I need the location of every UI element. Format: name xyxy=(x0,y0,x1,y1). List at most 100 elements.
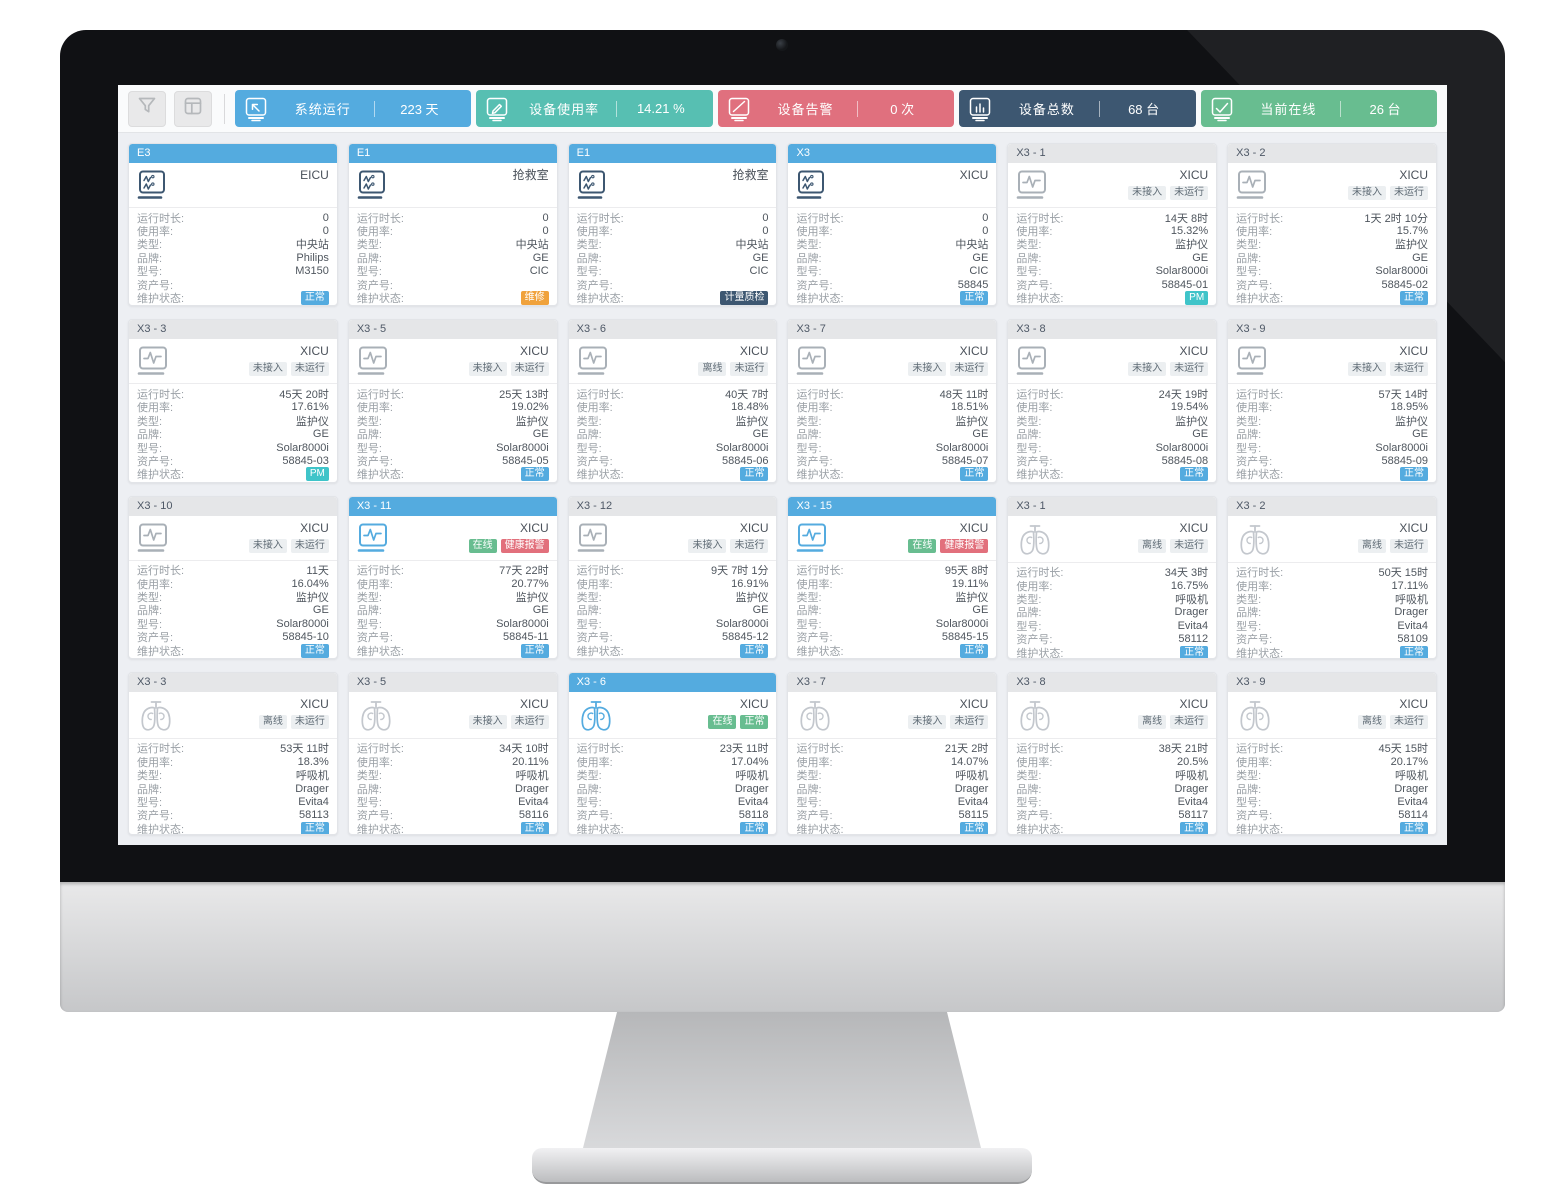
field-value: Solar8000i xyxy=(1375,441,1428,454)
field-row-maintenance: 维护状态: 正常 xyxy=(357,643,549,658)
layout-button[interactable] xyxy=(174,90,212,127)
field-label: 型号: xyxy=(137,797,163,810)
device-card[interactable]: X3 - 1 XICU 未接入 未运行 运行时长: 14天 8时 使用率: 15.32%… xyxy=(1007,143,1218,307)
field-value: Solar8000i xyxy=(1155,265,1209,278)
device-type-icon xyxy=(796,521,836,558)
field-row-asset: 资产号: 58845-06 xyxy=(577,454,769,468)
location-label: EICU xyxy=(300,168,329,182)
device-card[interactable]: X3 - 5 XICU 未接入 未运行 运行时长: 25天 13时 使用率: 19.02… xyxy=(347,319,558,483)
field-value: 58845-01 xyxy=(1161,278,1209,291)
field-row-maintenance: 维护状态: 正常 xyxy=(577,467,769,482)
field-row-uptime: 运行时长: 23天 11时 xyxy=(577,742,769,755)
device-card[interactable]: X3 - 6 XICU 在线 正常 运行时长: 23天 11时 使用率: 17.04% 类… xyxy=(567,671,778,835)
device-type-icon xyxy=(577,168,617,205)
field-label: 维护状态: xyxy=(137,645,185,658)
status-badge: 在线 xyxy=(468,538,497,553)
field-label: 型号: xyxy=(356,266,382,279)
field-value: 监护仪 xyxy=(735,415,769,428)
location-label: XICU xyxy=(300,344,329,359)
card-summary: XICU 未接入 未运行 xyxy=(129,516,337,560)
field-row-uptime: 运行时长: 45天 20时 xyxy=(137,387,329,401)
card-summary: XICU 在线 正常 xyxy=(569,692,777,738)
device-card[interactable]: X3 - 5 XICU 未接入 未运行 运行时长: 34天 10时 使用率: 20.11… xyxy=(347,671,558,835)
field-row-asset: 资产号: 58845 xyxy=(796,278,988,292)
field-list: 运行时长: 34天 10时 使用率: 20.11% 类型: 呼吸机 品牌: Drager 型号:… xyxy=(348,737,557,834)
field-row-uptime: 运行时长: 21天 2时 xyxy=(796,742,988,755)
device-card[interactable]: X3 XICU 运行时长: 0 使用率: 0 类型: 中央站 品牌: GE 型号: CIC 资产号:… xyxy=(787,143,998,307)
field-label: 类型: xyxy=(356,591,382,604)
card-title: X3 - 9 xyxy=(1228,672,1436,692)
field-value: 20.5% xyxy=(1176,755,1209,768)
status-badges: 未接入 未运行 xyxy=(1056,186,1209,200)
field-row-brand: 品牌: GE xyxy=(796,604,988,617)
device-type-icon xyxy=(137,168,177,205)
card-summary-right: XICU 在线 健康报警 xyxy=(836,521,989,558)
stat-pill-device-total: 设备总数 68 台 xyxy=(959,90,1196,127)
field-label: 维护状态: xyxy=(1016,469,1064,482)
field-label: 使用率: xyxy=(1236,402,1273,415)
device-card[interactable]: X3 - 2 XICU 离线 未运行 运行时长: 50天 15时 使用率: 17.11%… xyxy=(1227,495,1437,659)
field-label: 型号: xyxy=(356,442,382,455)
field-row-type: 类型: 监护仪 xyxy=(137,590,329,604)
device-card[interactable]: X3 - 7 XICU 未接入 未运行 运行时长: 21天 2时 使用率: 14.07%… xyxy=(787,671,998,835)
field-label: 运行时长: xyxy=(796,212,844,225)
field-label: 品牌: xyxy=(137,252,163,265)
field-row-uptime: 运行时长: 38天 21时 xyxy=(1016,742,1208,755)
field-label: 品牌: xyxy=(576,429,602,442)
field-row-type: 类型: 监护仪 xyxy=(356,590,549,604)
field-label: 资产号: xyxy=(576,810,613,823)
field-label: 使用率: xyxy=(796,402,833,415)
field-label: 型号: xyxy=(1236,266,1262,279)
field-label: 运行时长: xyxy=(1236,743,1284,756)
filter-button[interactable] xyxy=(128,90,166,127)
field-label: 维护状态: xyxy=(796,469,844,482)
field-label: 运行时长: xyxy=(137,212,185,225)
field-row-asset: 资产号: xyxy=(577,278,769,292)
card-title: X3 - 1 xyxy=(1008,496,1217,516)
field-label: 维护状态: xyxy=(1236,647,1284,659)
card-title: X3 - 3 xyxy=(129,320,337,340)
device-grid: E3 EICU 运行时长: 0 使用率: 0 类型: 中央站 品牌: Philips 型号: M3… xyxy=(118,133,1447,845)
maintenance-badge: 维修 xyxy=(520,291,549,306)
device-card[interactable]: X3 - 2 XICU 未接入 未运行 运行时长: 1天 2时 10分 使用率: 15.… xyxy=(1227,143,1437,307)
field-value: 16.75% xyxy=(1170,579,1209,592)
device-card[interactable]: X3 - 7 XICU 未接入 未运行 运行时长: 48天 11时 使用率: 18.51… xyxy=(787,319,998,483)
device-card[interactable]: X3 - 12 XICU 未接入 未运行 运行时长: 9天 7时 1分 使用率: 16.… xyxy=(567,495,778,659)
device-card[interactable]: X3 - 8 XICU 离线 未运行 运行时长: 38天 21时 使用率: 20.5% 类… xyxy=(1007,671,1218,835)
field-value: Solar8000i xyxy=(935,617,989,630)
status-badge: 离线 xyxy=(258,714,287,729)
field-value: 18.51% xyxy=(951,401,989,414)
field-row-brand: 品牌: GE xyxy=(1016,251,1208,265)
field-row-asset: 资产号: 58114 xyxy=(1236,809,1428,822)
field-label: 运行时长: xyxy=(137,565,185,578)
device-card[interactable]: X3 - 9 XICU 未接入 未运行 运行时长: 57天 14时 使用率: 18.95… xyxy=(1227,319,1437,483)
field-label: 型号: xyxy=(796,442,822,455)
device-card[interactable]: X3 - 6 XICU 离线 未运行 运行时长: 40天 7时 使用率: 18.48% 类… xyxy=(567,319,778,483)
device-card[interactable]: X3 - 15 XICU 在线 健康报警 运行时长: 95天 8时 使用率: 19.11… xyxy=(787,495,998,659)
device-card[interactable]: X3 - 9 XICU 离线 未运行 运行时长: 45天 15时 使用率: 20.17%… xyxy=(1227,671,1437,835)
device-card[interactable]: E1 抢救室 运行时长: 0 使用率: 0 类型: 中央站 品牌: GE 型号: CIC 资产号: 维… xyxy=(347,143,558,307)
field-label: 维护状态: xyxy=(137,293,185,306)
field-list: 运行时长: 25天 13时 使用率: 19.02% 类型: 监护仪 品牌: GE 型号: Sola… xyxy=(348,383,557,482)
field-row-asset: 资产号: 58845-09 xyxy=(1236,454,1428,468)
device-card[interactable]: X3 - 3 XICU 离线 未运行 运行时长: 53天 11时 使用率: 18.3% 类… xyxy=(128,671,338,835)
device-card[interactable]: E3 EICU 运行时长: 0 使用率: 0 类型: 中央站 品牌: Philips 型号: M3… xyxy=(128,143,338,307)
device-card[interactable]: X3 - 10 XICU 未接入 未运行 运行时长: 11天 使用率: 16.04% 类型… xyxy=(128,495,338,659)
device-card[interactable]: E1 抢救室 运行时长: 0 使用率: 0 类型: 中央站 品牌: GE 型号: CIC 资产号: 维… xyxy=(567,143,778,307)
field-value: 58845-05 xyxy=(502,454,549,467)
device-card[interactable]: X3 - 8 XICU 未接入 未运行 运行时长: 24天 19时 使用率: 19.54… xyxy=(1007,319,1218,483)
device-card[interactable]: X3 - 3 XICU 未接入 未运行 运行时长: 45天 20时 使用率: 17.61… xyxy=(128,319,338,483)
maintenance-badge: 正常 xyxy=(1399,645,1428,658)
field-row-model: 型号: M3150 xyxy=(137,265,329,278)
field-label: 类型: xyxy=(137,591,163,604)
field-list: 运行时长: 11天 使用率: 16.04% 类型: 监护仪 品牌: GE 型号: Solar800… xyxy=(129,559,337,658)
field-value: GE xyxy=(1192,428,1209,441)
lungs-icon xyxy=(137,699,175,738)
device-card[interactable]: X3 - 1 XICU 离线 未运行 运行时长: 34天 3时 使用率: 16.75% 类… xyxy=(1007,495,1218,659)
maintenance-badge: 正常 xyxy=(1399,467,1428,482)
monitor-icon xyxy=(137,346,171,381)
field-row-maintenance: 维护状态: 正常 xyxy=(137,291,329,306)
field-value: 15.7% xyxy=(1396,225,1428,238)
field-row-model: 型号: Solar8000i xyxy=(577,617,769,631)
device-card[interactable]: X3 - 11 XICU 在线 健康报警 运行时长: 77天 22时 使用率: 20.7… xyxy=(347,495,558,659)
